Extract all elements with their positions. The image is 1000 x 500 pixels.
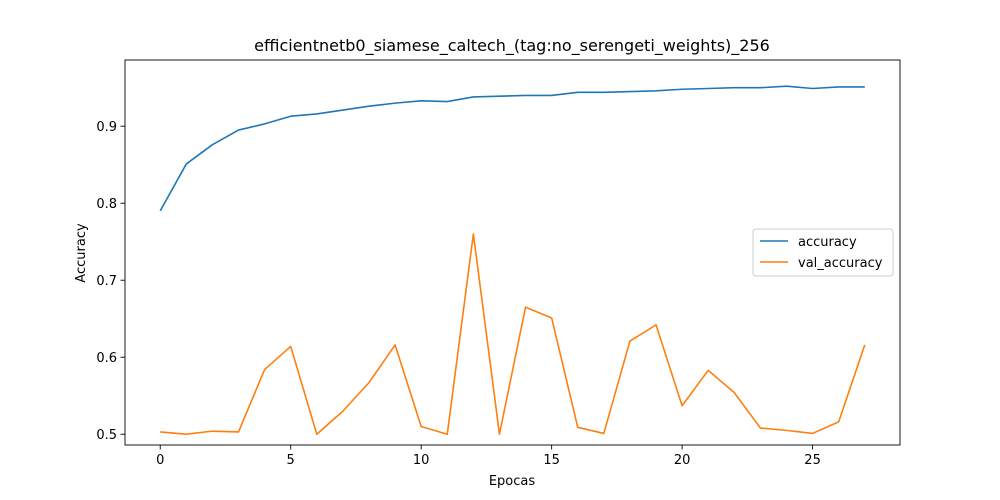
legend-label-val-accuracy: val_accuracy <box>798 256 883 271</box>
y-tick-label: 0.7 <box>96 274 117 289</box>
legend-label-accuracy: accuracy <box>798 235 857 250</box>
series-line-val-accuracy <box>160 233 866 436</box>
axes-frame <box>124 59 901 446</box>
x-tick-label: 0 <box>156 453 164 468</box>
x-tick-label: 5 <box>287 453 295 468</box>
chart-title: efficientnetb0_siamese_caltech_(tag:no_s… <box>254 36 770 56</box>
x-tick-label: 20 <box>674 453 691 468</box>
series-line-accuracy <box>159 85 865 212</box>
plot-area: 0 5 10 15 20 25 0.5 0.6 0.7 0.8 0.9 accuracy val_acc… <box>96 59 901 468</box>
x-tick-label: 15 <box>543 453 560 468</box>
y-axis-label: Accuracy <box>74 223 89 283</box>
y-tick-label: 0.9 <box>96 120 117 135</box>
y-tick-label: 0.8 <box>96 197 117 212</box>
y-tick-label: 0.5 <box>96 428 117 443</box>
x-tick-label: 25 <box>804 453 821 468</box>
x-axis-label: Epocas <box>489 474 536 489</box>
x-tick-label: 10 <box>413 453 430 468</box>
y-tick-label: 0.6 <box>96 351 117 366</box>
